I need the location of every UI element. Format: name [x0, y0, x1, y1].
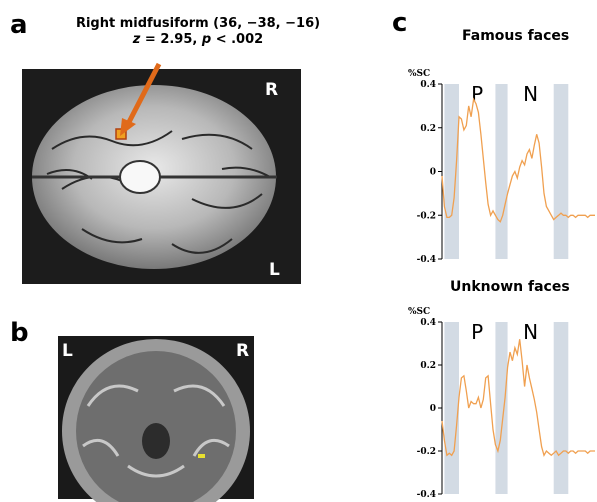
shaded-baseline-block — [553, 84, 569, 259]
coronal-activation — [198, 454, 205, 458]
coronal-gyri — [82, 384, 230, 478]
series-line — [441, 97, 595, 223]
coronal-orient-left: L — [62, 341, 73, 361]
y-tick-label: 0.2 — [420, 361, 436, 371]
axial-brain-image: R L — [22, 69, 301, 284]
series-line — [441, 339, 595, 457]
y-tick-label: -0.4 — [417, 490, 436, 500]
axial-orient-left: L — [269, 260, 280, 280]
shaded-baseline-block — [444, 322, 459, 494]
shaded-baseline-block — [553, 322, 569, 494]
shaded-baseline-block — [495, 84, 508, 259]
panel-a-caption: Right midfusiform (36, −38, −16) z = 2.9… — [48, 16, 348, 48]
y-tick-label: 0 — [430, 404, 436, 414]
caption-stats-line: z = 2.95, p < .002 — [48, 32, 348, 48]
shaded-baseline-block — [495, 322, 508, 494]
caption-z-value: = 2.95, — [140, 32, 202, 47]
y-tick-label: -0.2 — [417, 211, 436, 221]
axial-brainstem — [119, 160, 161, 194]
phase-label: N — [523, 320, 538, 344]
y-tick-label: 0.4 — [420, 80, 436, 90]
y-tick-label: -0.4 — [417, 255, 436, 265]
axial-orient-right: R — [265, 80, 278, 100]
y-tick-label: -0.2 — [417, 447, 436, 457]
shaded-baseline-block — [444, 84, 459, 259]
famous-faces-chart: %SC0.40.20-0.2-0.4P N — [408, 69, 595, 265]
y-axis-label: %SC — [408, 69, 430, 79]
caption-p-value: < .002 — [211, 32, 264, 47]
chart-famous-title: Famous faces — [462, 28, 570, 44]
phase-label: P — [471, 320, 483, 344]
coronal-brain-image: L R — [58, 336, 254, 502]
panel-c-label: c — [392, 8, 408, 38]
coronal-ventricle — [142, 423, 170, 459]
caption-p-symbol: p — [201, 32, 212, 47]
caption-region-line: Right midfusiform (36, −38, −16) — [75, 16, 321, 31]
y-axis-label: %SC — [408, 307, 430, 317]
y-tick-label: 0.4 — [420, 318, 436, 328]
caption-z-symbol: z — [132, 32, 141, 47]
y-tick-label: 0.2 — [420, 124, 436, 134]
y-tick-label: 0 — [430, 168, 436, 178]
phase-label: N — [523, 82, 538, 106]
unknown-faces-chart: %SC0.4 0.2 0 -0.2 -0.4 P N — [408, 307, 595, 500]
panel-a-label: a — [10, 10, 28, 40]
coronal-orient-right: R — [236, 341, 249, 361]
chart-unknown-title: Unknown faces — [450, 279, 570, 295]
panel-b-label: b — [10, 318, 29, 348]
